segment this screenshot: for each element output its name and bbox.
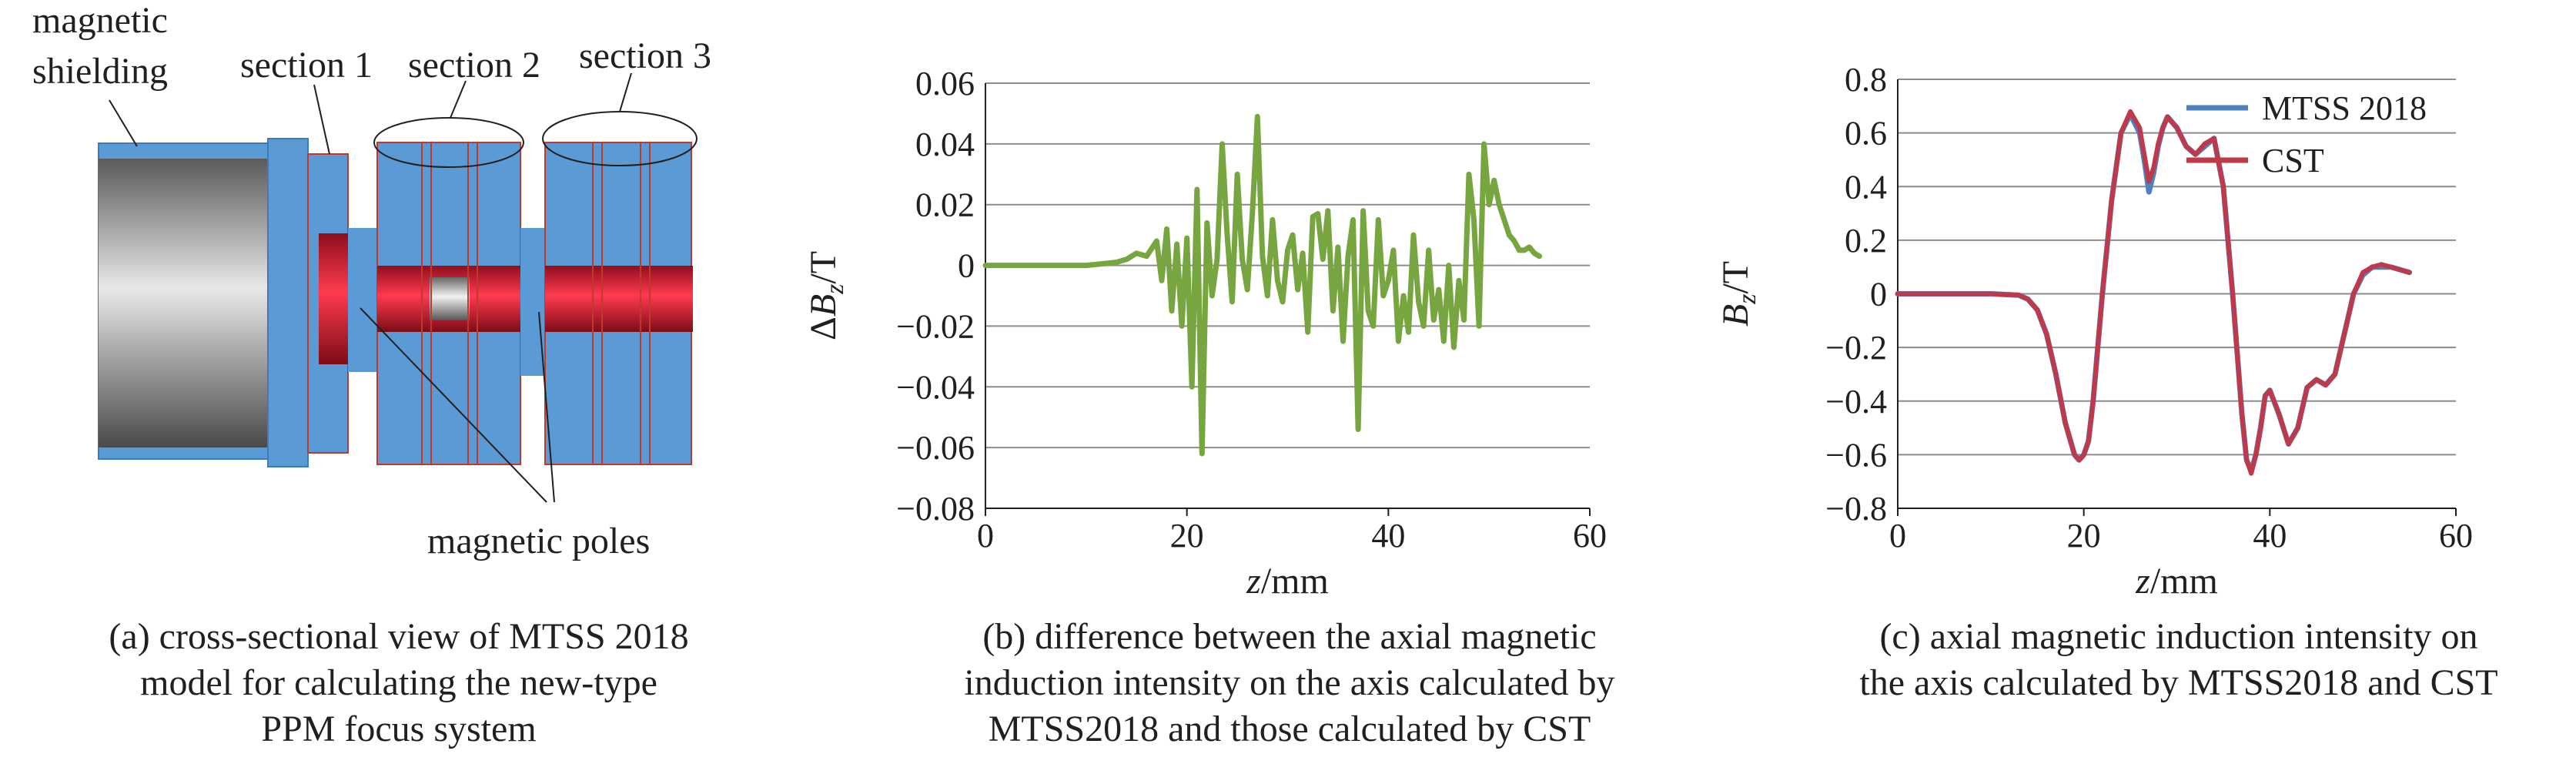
chart-b-ytick-label: −0.08	[896, 490, 975, 528]
chart-c-xlabel: z/mm	[2135, 561, 2218, 601]
chart-c: 0.80.60.40.20−0.2−0.4−0.6−0.80 20 40 60z/mm…	[1715, 61, 2473, 601]
chart-c-xtick-label: 0	[1889, 517, 1906, 555]
chart-b-ytick-label: −0.02	[896, 307, 975, 345]
leader-section-2	[450, 80, 467, 119]
chart-c-series-line	[1895, 109, 2412, 476]
section-2-pole-gap	[430, 277, 470, 320]
chart-c-xtick-label: 60	[2439, 517, 2473, 555]
chart-b-ytick-label: −0.06	[896, 429, 975, 467]
leader-pole-2	[538, 311, 555, 503]
chart-b-ytick-label: 0.04	[915, 126, 975, 163]
chart-b-xtick-label: 20	[1170, 517, 1204, 555]
chart-c-ytick-label: −0.4	[1825, 383, 1887, 421]
chart-c-ytick-label: −0.6	[1825, 436, 1887, 474]
caption-a-line-1: (a) cross-sectional view of MTSS 2018	[109, 616, 688, 657]
section-3-magnet-ring	[545, 266, 693, 332]
caption-b-line-3: MTSS2018 and those calculated by CST	[989, 709, 1591, 749]
chart-c-legend-label: MTSS 2018	[2262, 89, 2427, 127]
chart-c-ytick-label: 0.8	[1845, 61, 1887, 99]
chart-c-xtick-label: 40	[2253, 517, 2287, 555]
chart-c-ytick-label: 0.4	[1845, 168, 1887, 206]
chart-b-ytick-label: 0.02	[915, 186, 975, 224]
caption-a-line-2: model for calculating the new-type	[140, 662, 657, 703]
caption-b-line-1: (b) difference between the axial magneti…	[982, 616, 1596, 657]
caption-c-line-2: the axis calculated by MTSS2018 and CST	[1859, 662, 2497, 703]
chart-b-ylabel: ΔBz/T	[803, 251, 849, 340]
chart-c-ytick-label: 0.6	[1845, 115, 1887, 152]
section-1-pole	[319, 233, 348, 364]
chart-c-ytick-label: −0.8	[1825, 490, 1887, 528]
shielding-cavity	[99, 159, 268, 447]
leader-shielding	[109, 99, 138, 147]
label-section-3: section 3	[579, 35, 711, 76]
leader-pole-1	[360, 307, 547, 503]
chart-c-legend-label: CST	[2262, 142, 2324, 179]
panel-a-schematic: magnetic shielding section 1 section 2 s…	[32, 0, 711, 749]
chart-c-ytick-label: 0	[1870, 276, 1887, 313]
chart-b-ytick-label: −0.04	[896, 368, 975, 406]
chart-b-xtick-label: 60	[1573, 517, 1607, 555]
chart-c-ylabel: Bz/T	[1715, 261, 1761, 327]
chart-c-ytick-label: −0.2	[1825, 329, 1887, 367]
section-spacer	[520, 228, 545, 376]
label-section-1: section 1	[240, 45, 373, 85]
leader-section-1	[313, 84, 330, 155]
chart-c-ytick-label: 0.2	[1845, 222, 1887, 260]
section-1-spacer	[348, 228, 379, 372]
chart-b-xtick-label: 40	[1371, 517, 1405, 555]
chart-c-xtick-label: 20	[2067, 517, 2101, 555]
caption-a-line-3: PPM focus system	[261, 709, 536, 749]
leader-section-3	[619, 72, 632, 112]
caption-b-line-2: induction intensity on the axis calculat…	[964, 662, 1614, 703]
label-magnetic-poles: magnetic poles	[427, 521, 650, 561]
caption-c-line-1: (c) axial magnetic induction intensity o…	[1879, 616, 2477, 657]
chart-b-xtick-label: 0	[977, 517, 994, 555]
chart-b-ytick-label: 0.06	[915, 65, 975, 102]
label-magnetic-shielding-2: shielding	[32, 51, 168, 92]
chart-b-series-line	[982, 113, 1543, 457]
section-2-ellipse	[373, 117, 524, 168]
chart-b: 0.060.040.020−0.02−0.04−0.06−0.080 20 40 60…	[803, 65, 1607, 601]
chart-b-ytick-label: 0	[958, 247, 975, 285]
label-section-2: section 2	[408, 45, 540, 85]
label-magnetic-shielding-1: magnetic	[32, 0, 168, 41]
chart-b-xlabel: z/mm	[1246, 561, 1329, 601]
shielding-flange	[267, 138, 309, 467]
